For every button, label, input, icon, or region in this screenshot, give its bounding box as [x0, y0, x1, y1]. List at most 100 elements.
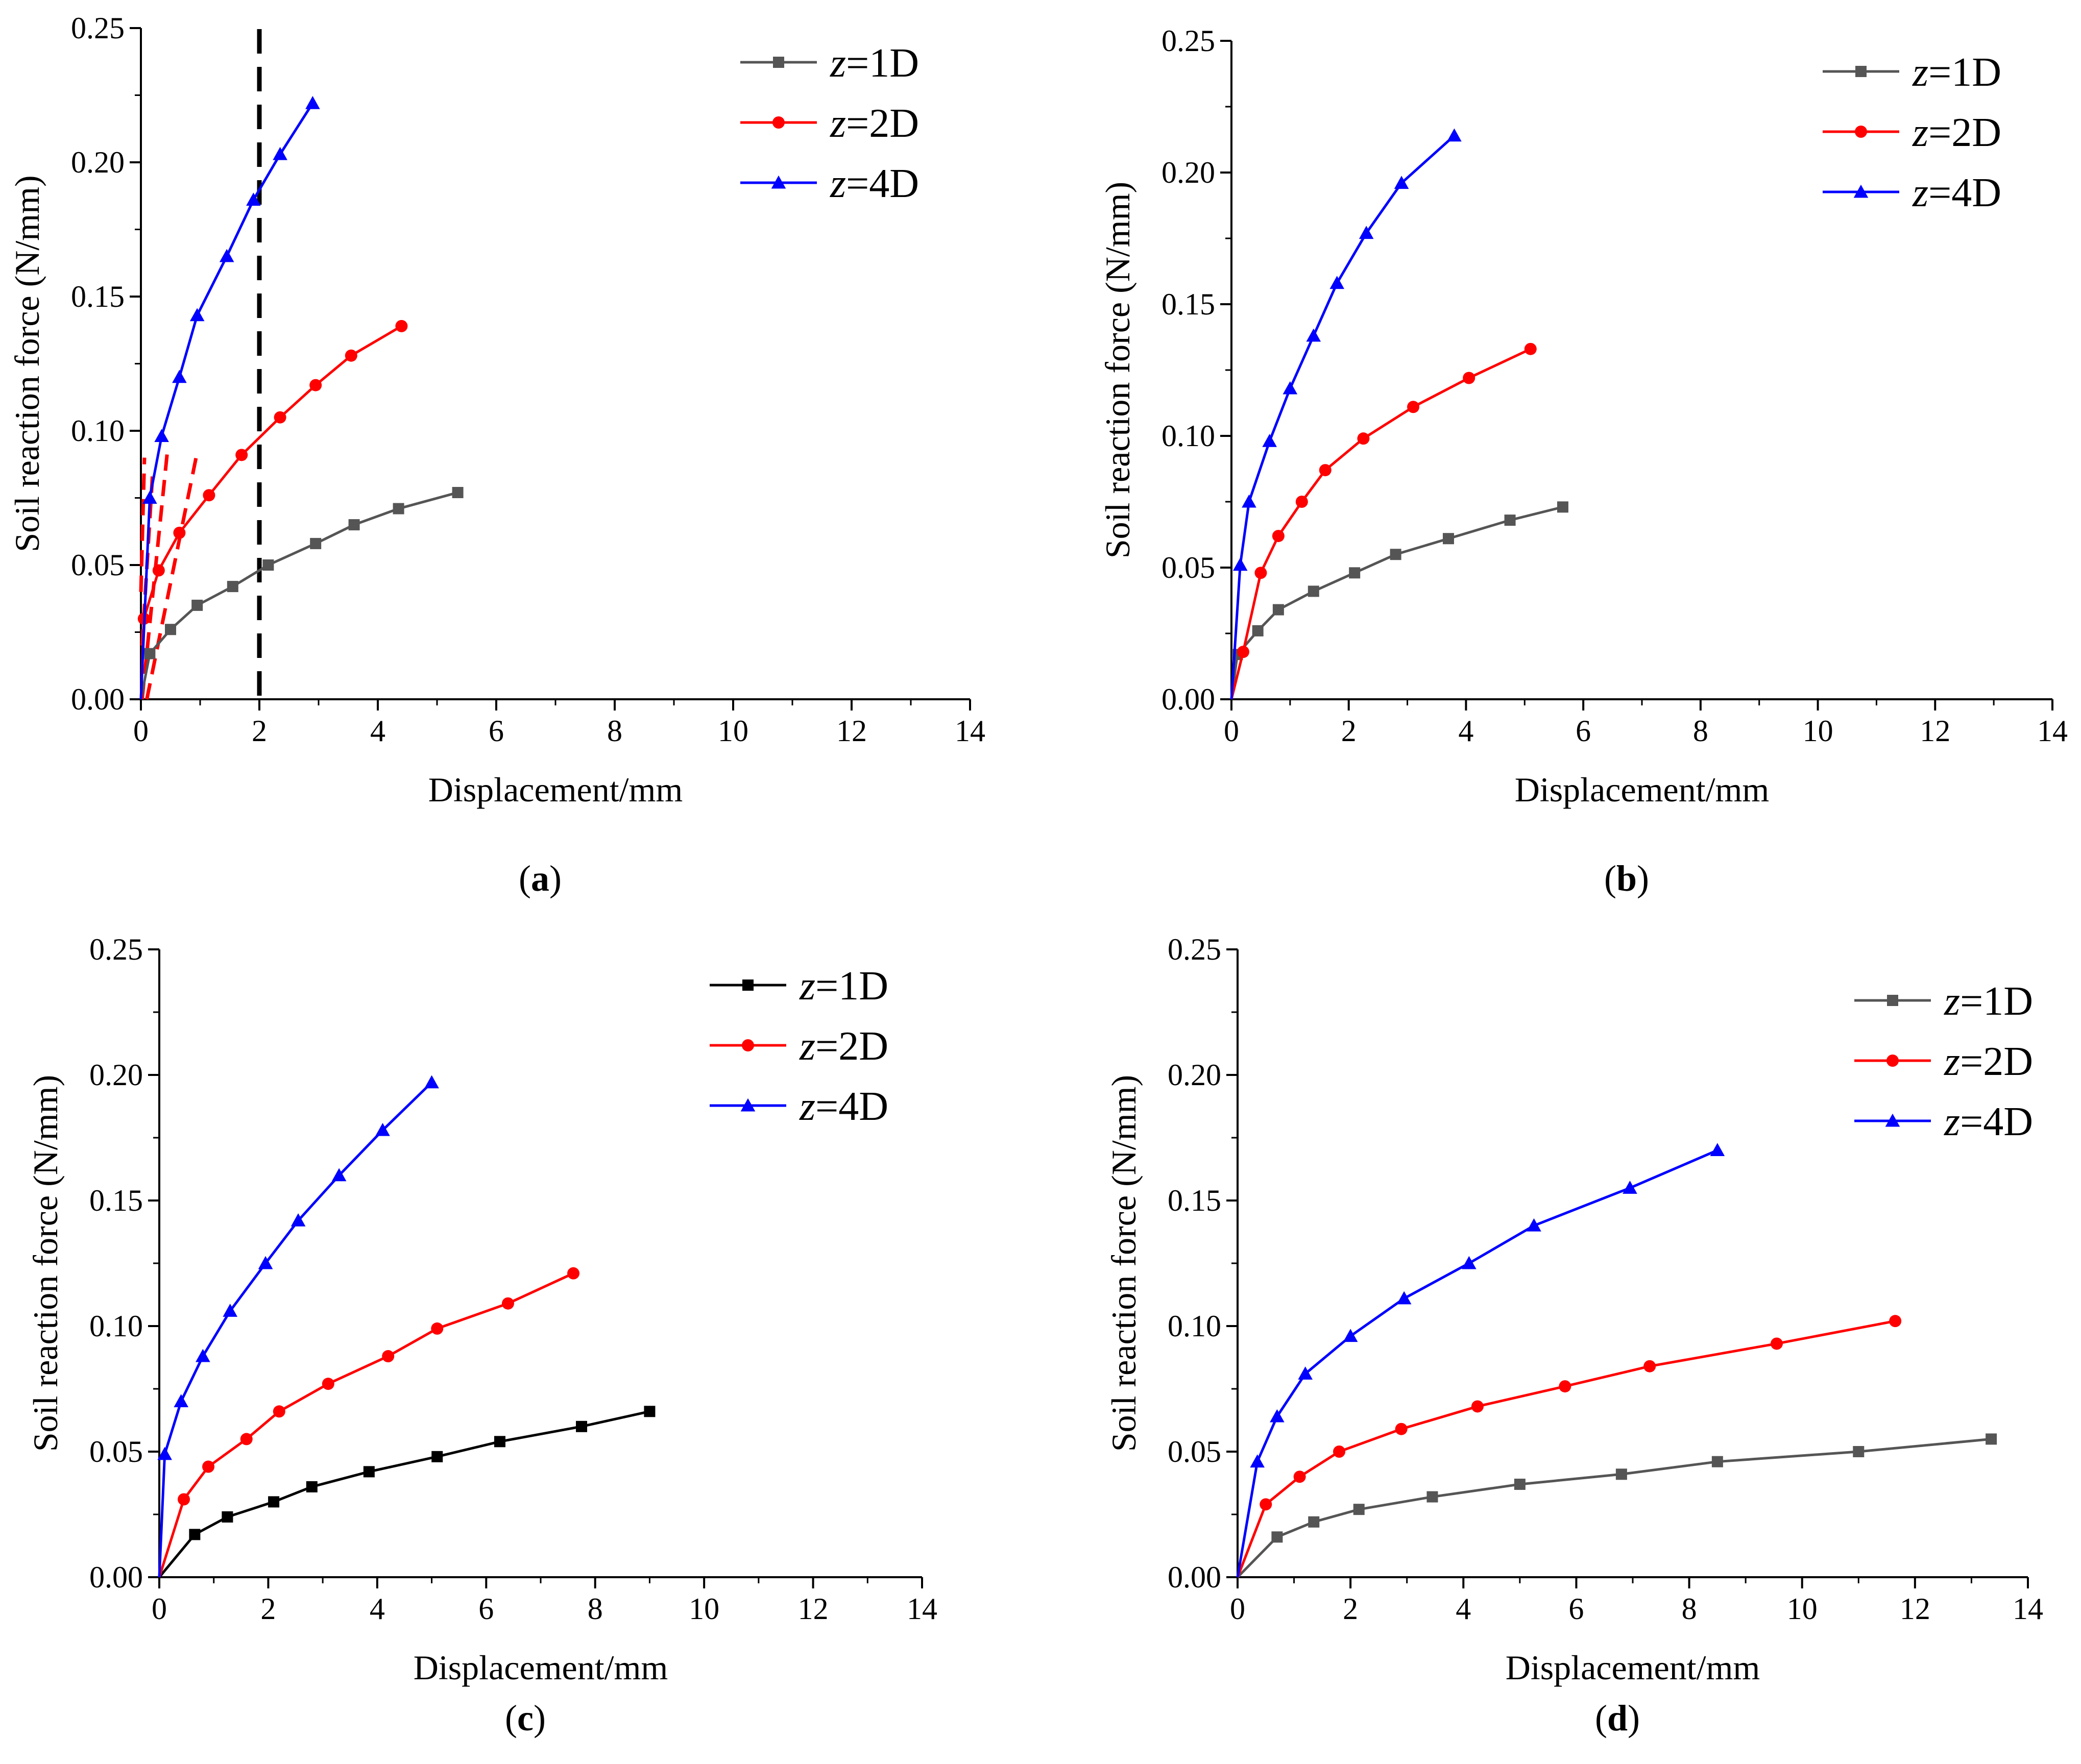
x-tick-label: 2	[252, 714, 267, 748]
x-tick-label: 14	[907, 1592, 937, 1626]
legend-label-variable: z	[830, 161, 846, 206]
legend-label-variable: z	[799, 1024, 815, 1069]
data-point	[431, 1451, 443, 1462]
series-line	[158, 1410, 650, 1578]
data-point	[1770, 1337, 1783, 1350]
chart-panel-0: 0 2 4 6 8 10 12 14 0.00 0.05 0.10 0.15 0.20 0.25 Displ…	[8, 11, 985, 899]
data-point	[268, 1496, 280, 1508]
data-point	[375, 1122, 390, 1136]
data-point	[1986, 1433, 1997, 1445]
y-tick-label: 0.00	[89, 1560, 143, 1594]
legend-entry: z=1D	[740, 41, 919, 86]
data-point	[202, 1460, 215, 1473]
legend-label: z=2D	[799, 1024, 888, 1069]
data-point	[196, 1349, 210, 1362]
data-point	[1295, 496, 1308, 508]
data-point	[1623, 1181, 1637, 1194]
chart-panel-3: 0 2 4 6 8 10 12 14 0.00 0.05 0.10 0.15 0.20 0.25 Displ…	[1104, 933, 2043, 1738]
data-point	[331, 1168, 347, 1182]
x-tick-label: 12	[1920, 714, 1950, 748]
panel-label-open: (	[1604, 858, 1616, 899]
legend-marker	[740, 1098, 756, 1112]
data-point	[1319, 464, 1332, 477]
x-tick-label: 2	[260, 1592, 276, 1626]
red-dashed-fit-line	[139, 457, 147, 592]
data-point	[157, 1447, 172, 1460]
series-z=1D	[158, 1406, 656, 1578]
data-point	[152, 564, 165, 577]
panel-label: (a)	[519, 858, 562, 899]
data-point	[262, 559, 274, 571]
x-tick-label: 6	[478, 1592, 494, 1626]
x-axis-title: Displacement/mm	[1515, 770, 1770, 809]
legend-label: z=2D	[1944, 1039, 2033, 1084]
data-point	[291, 1213, 306, 1227]
legend-label-variable: z	[1944, 1099, 1960, 1144]
y-tick-label: 0.25	[1168, 933, 1221, 966]
legend-marker	[772, 116, 785, 129]
legend-label-variable: z	[1944, 1039, 1960, 1084]
legend-label-variable: z	[1912, 50, 1928, 95]
legend-label-variable: z	[799, 964, 815, 1009]
legend-label: z=1D	[830, 41, 919, 86]
legend-label-variable: z	[830, 41, 846, 86]
data-point	[348, 519, 360, 531]
data-point	[273, 146, 287, 160]
y-tick-label: 0.20	[1168, 1058, 1221, 1092]
data-point	[395, 320, 408, 332]
x-axis-title: Displacement/mm	[414, 1648, 668, 1687]
data-point	[1447, 128, 1462, 142]
data-point	[1407, 401, 1420, 413]
legend-label-depth: =2D	[1928, 110, 2001, 155]
legend-label-depth: =4D	[1960, 1099, 2033, 1144]
data-point	[1504, 514, 1516, 526]
data-point	[165, 624, 176, 635]
series-line	[1236, 1149, 1718, 1578]
panel-label-letter: c	[517, 1698, 534, 1738]
x-tick-label: 14	[2037, 714, 2068, 748]
legend-entry: z=2D	[1854, 1039, 2033, 1084]
legend-marker	[1855, 126, 1867, 138]
x-tick-label: 10	[718, 714, 748, 748]
legend-label-depth: =4D	[815, 1084, 888, 1129]
data-point	[1359, 226, 1374, 239]
panel-label-open: (	[1595, 1698, 1607, 1738]
legend-label-depth: =1D	[815, 964, 888, 1009]
data-point	[576, 1420, 588, 1432]
legend-label: z=2D	[1912, 110, 2001, 155]
legend-label-depth: =2D	[846, 101, 919, 146]
panel-label: (b)	[1604, 858, 1649, 899]
x-tick-label: 14	[955, 714, 985, 748]
x-axis-title: Displacement/mm	[428, 770, 683, 809]
legend-label: z=1D	[799, 964, 888, 1009]
data-point	[1357, 432, 1370, 445]
data-point	[1272, 604, 1284, 616]
y-tick-label: 0.00	[1168, 1560, 1221, 1594]
y-tick-label: 0.10	[1168, 1309, 1221, 1343]
y-tick-label: 0.05	[71, 548, 125, 582]
legend-marker	[773, 57, 784, 68]
legend-marker	[1853, 184, 1869, 198]
legend-label: z=1D	[1944, 979, 2033, 1024]
panel-label-letter: d	[1607, 1698, 1628, 1738]
legend-label: z=4D	[1944, 1099, 2033, 1144]
chart-panel-2: 0 2 4 6 8 10 12 14 0.00 0.05 0.10 0.15 0.20 0.25 Displ…	[26, 933, 937, 1738]
data-point	[1463, 372, 1475, 384]
data-point	[305, 95, 320, 109]
data-point	[142, 491, 157, 504]
data-point	[1396, 1291, 1412, 1305]
data-point	[431, 1322, 444, 1335]
y-tick-label: 0.20	[1162, 156, 1215, 189]
data-point	[1426, 1491, 1438, 1503]
data-point	[1559, 1380, 1571, 1393]
x-tick-label: 8	[588, 1592, 603, 1626]
chart-panel-1: 0 2 4 6 8 10 12 14 0.00 0.05 0.10 0.15 0.20 0.25 Displ…	[1098, 24, 2068, 899]
x-tick-label: 2	[1341, 714, 1357, 748]
x-tick-label: 10	[1787, 1592, 1818, 1626]
data-point	[382, 1350, 395, 1363]
data-point	[227, 581, 238, 593]
data-point	[1298, 1366, 1313, 1380]
x-tick-label: 6	[1576, 714, 1591, 748]
y-tick-label: 0.15	[71, 280, 125, 313]
